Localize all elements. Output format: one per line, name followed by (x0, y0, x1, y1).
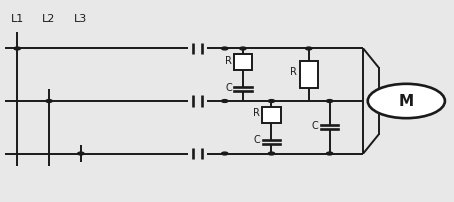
Circle shape (326, 100, 333, 102)
Bar (234, 54, 252, 70)
Circle shape (326, 152, 333, 155)
Text: C: C (312, 121, 319, 131)
Bar (262, 107, 281, 123)
Text: R: R (225, 56, 232, 66)
Text: R: R (253, 108, 260, 118)
Text: R: R (291, 67, 297, 77)
Circle shape (268, 100, 275, 102)
Circle shape (222, 47, 228, 50)
Circle shape (222, 152, 228, 155)
Text: C: C (254, 135, 261, 145)
Circle shape (14, 47, 20, 50)
Circle shape (368, 84, 445, 118)
Circle shape (240, 47, 246, 50)
Text: M: M (399, 94, 414, 108)
Text: L2: L2 (42, 14, 56, 24)
Circle shape (46, 100, 52, 102)
Text: C: C (225, 83, 232, 93)
Circle shape (306, 47, 312, 50)
Bar (300, 61, 318, 88)
Circle shape (268, 152, 275, 155)
Circle shape (78, 152, 84, 155)
Text: L3: L3 (74, 14, 88, 24)
Text: L1: L1 (10, 14, 24, 24)
Circle shape (222, 100, 228, 102)
